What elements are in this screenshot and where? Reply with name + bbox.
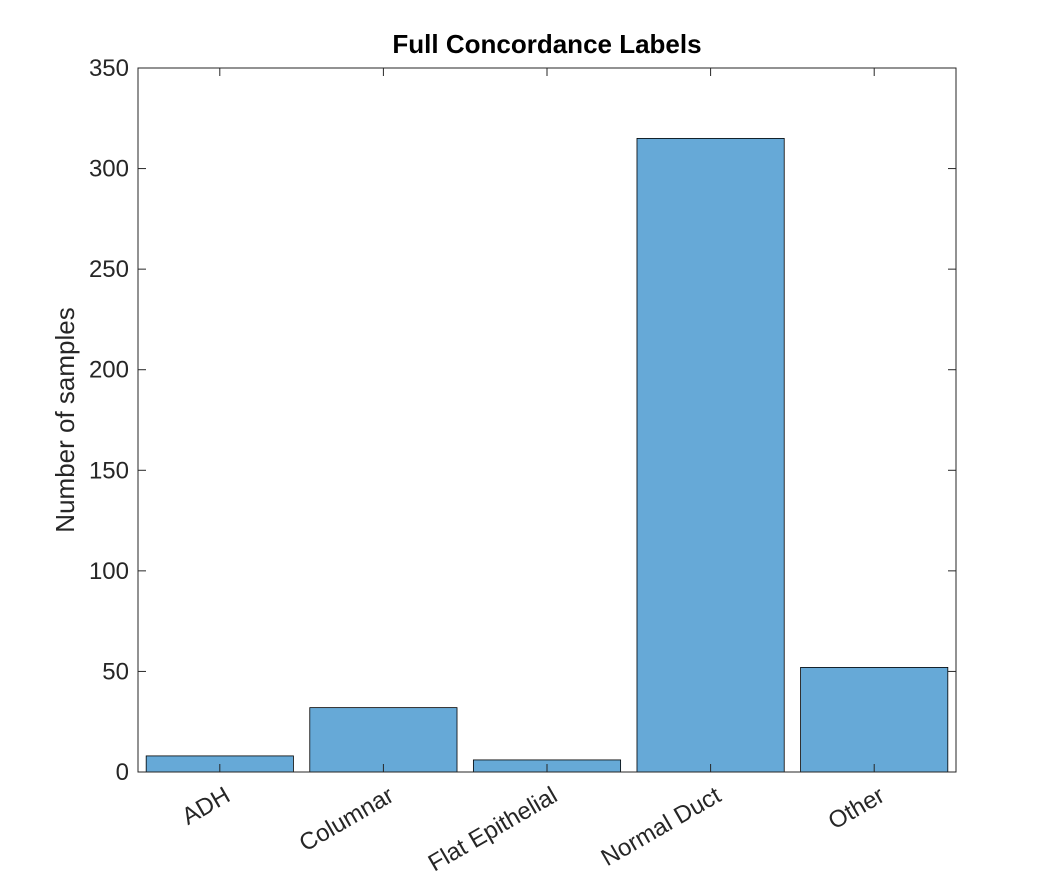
bars-group xyxy=(145,137,949,773)
y-tick-label: 350 xyxy=(89,55,129,82)
bar-normal-duct xyxy=(636,137,785,773)
y-tick-label: 50 xyxy=(102,658,129,685)
y-tick-label: 150 xyxy=(89,457,129,484)
bar-other xyxy=(800,667,949,773)
y-axis-title: Number of samples xyxy=(50,307,80,532)
y-tick-label: 100 xyxy=(89,558,129,585)
chart-title: Full Concordance Labels xyxy=(392,29,701,59)
y-tick-label: 300 xyxy=(89,156,129,183)
y-tick-label: 250 xyxy=(89,256,129,283)
y-tick-label: 200 xyxy=(89,357,129,384)
y-tick-label: 0 xyxy=(116,759,129,786)
y-tick-labels: 0 50 100 150 200 250 300 350 xyxy=(89,55,129,786)
plot-area xyxy=(138,68,956,772)
bar-columnar xyxy=(309,707,458,773)
plot-frame xyxy=(137,67,957,773)
